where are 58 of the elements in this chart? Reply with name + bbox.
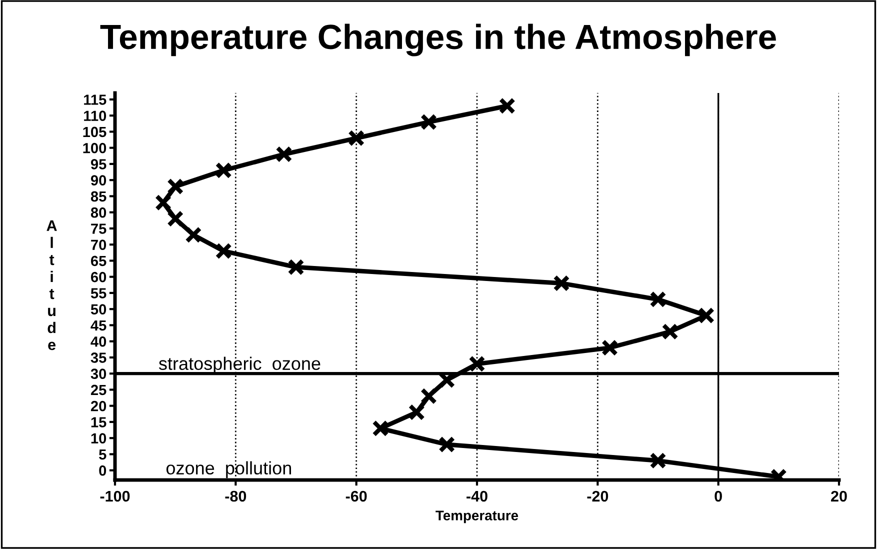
y-tick-label: 50 <box>90 304 106 315</box>
point <box>698 307 715 324</box>
y-tick-label: 0 <box>99 465 106 476</box>
ref-line-label: stratospheric ozone <box>158 356 320 374</box>
annotation: ozone pollution <box>166 461 291 478</box>
y-tick-label: 65 <box>90 256 106 266</box>
point <box>288 258 304 276</box>
point <box>154 194 172 211</box>
y-tick-label: 75 <box>91 224 106 234</box>
point <box>601 339 618 356</box>
point <box>185 226 202 244</box>
point <box>468 356 486 372</box>
x-tick-label: -80 <box>225 490 246 502</box>
y-tick-label: 15 <box>91 417 106 428</box>
y-tick-label: 95 <box>90 159 106 170</box>
y-tick-label: 60 <box>90 272 106 282</box>
point <box>167 210 184 228</box>
y-tick-label: 90 <box>90 175 106 186</box>
x-tick-label: -100 <box>100 490 130 502</box>
y-tick-label: 70 <box>91 240 106 250</box>
y-tick-label: 25 <box>90 384 106 396</box>
y-tick-label: 105 <box>83 126 106 138</box>
point <box>408 404 425 421</box>
x-tick-label: -60 <box>346 490 367 502</box>
y-tick-label: 45 <box>90 320 106 331</box>
point <box>420 114 438 130</box>
y-tick-label: 30 <box>90 368 106 380</box>
chart-title: Temperature Changes in the Atmosphere <box>100 24 776 56</box>
point <box>276 146 292 163</box>
point <box>438 436 456 453</box>
point <box>650 452 666 469</box>
point <box>215 242 232 260</box>
y-tick-label: 110 <box>84 110 106 122</box>
y-tick-label: 55 <box>90 288 106 298</box>
x-tick-label: -20 <box>587 490 608 502</box>
point <box>662 323 678 340</box>
y-tick-label: 40 <box>90 336 106 347</box>
point <box>215 162 232 179</box>
y-tick-label: 5 <box>99 449 106 460</box>
point <box>348 130 365 146</box>
y-tick-label: 35 <box>90 352 106 363</box>
x-tick-label: 0 <box>714 490 722 502</box>
point <box>498 98 516 114</box>
y-tick-label: 10 <box>91 433 106 444</box>
y-tick-label: 20 <box>90 400 106 412</box>
y-tick-label: 115 <box>84 94 106 105</box>
point <box>650 291 666 308</box>
point <box>372 420 389 437</box>
point <box>167 178 184 195</box>
y-tick-label: 100 <box>83 142 106 154</box>
x-tick-label: 20 <box>831 490 847 502</box>
y-tick-label: 80 <box>90 207 106 218</box>
point <box>420 388 438 404</box>
y-tick-label: 85 <box>90 191 106 202</box>
point <box>553 274 570 292</box>
x-tick-label: -40 <box>466 490 488 502</box>
y-axis-title: Altitude <box>46 220 57 350</box>
x-axis-title: Temperature <box>436 510 518 524</box>
